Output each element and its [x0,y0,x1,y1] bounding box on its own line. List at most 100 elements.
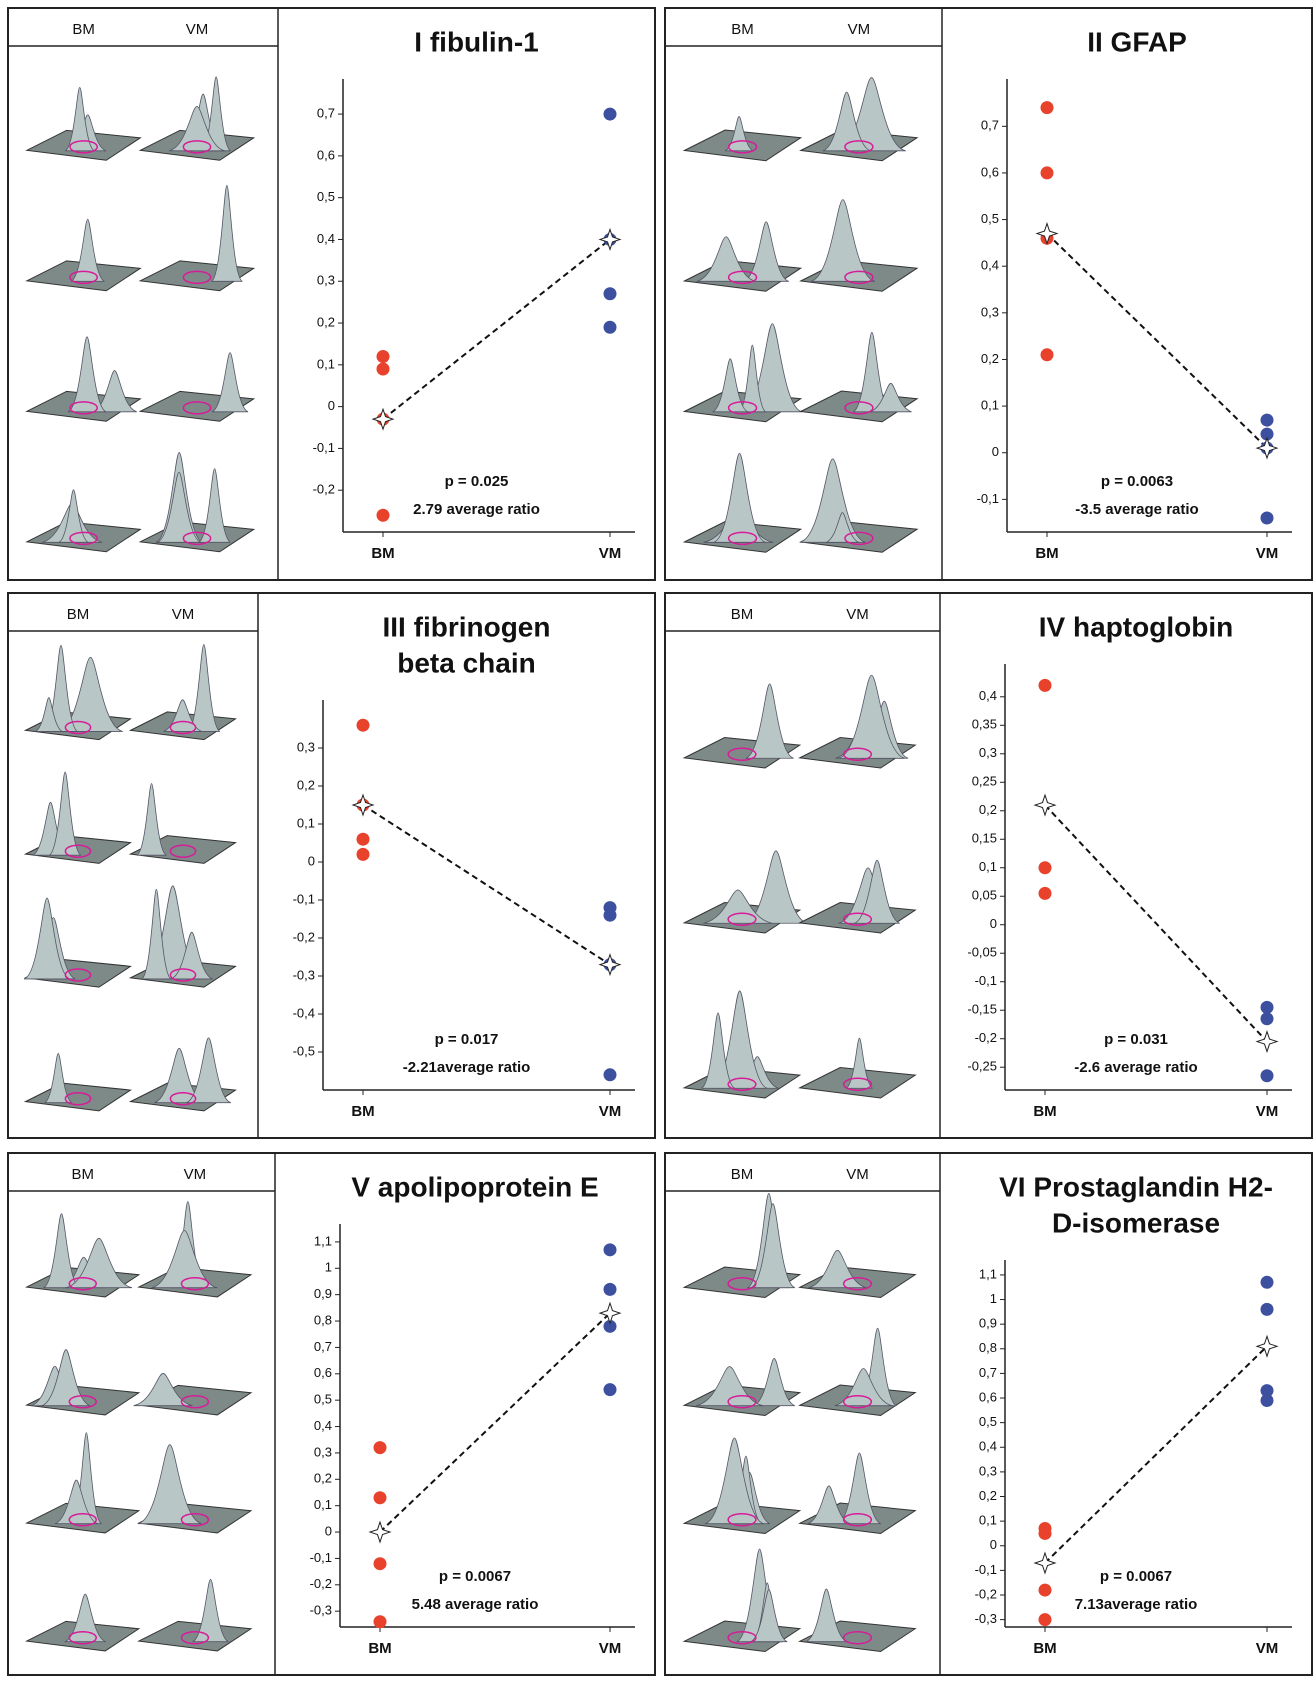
mean-marker [1255,436,1279,460]
y-tick-label: 0,3 [314,1444,332,1459]
spot-peak [41,1349,91,1407]
image-header: BM [731,606,754,623]
spot-peak [750,1203,796,1289]
y-tick-label: 0,2 [979,802,997,817]
y-tick-label: 0,2 [981,351,999,366]
spot-peak [869,382,912,413]
spot-image [138,452,256,553]
spot-outline [182,531,212,546]
y-tick-label: -0,1 [975,973,997,988]
data-point [603,320,617,334]
spot-image [799,458,919,553]
spot-outline [68,1276,97,1291]
spot-outline [727,531,758,546]
x-tick-label: BM [368,1640,391,1657]
mean-marker [598,953,622,977]
y-tick-label: 0,3 [981,304,999,319]
spot-outline [842,1394,873,1409]
spot-peak [211,185,243,282]
spot-base [23,1082,132,1112]
spot-peak [704,1437,764,1525]
image-header: BM [67,606,90,623]
spot-peak [44,1053,72,1104]
spot-image [138,76,256,161]
y-tick-label: -0,2 [975,1030,997,1045]
mean-line [1046,232,1268,449]
spot-peak [141,888,172,980]
y-tick-label: 0,05 [972,888,997,903]
spot-peak [136,783,167,856]
y-tick-label: -0,2 [310,1576,332,1591]
mean-marker [1255,1334,1279,1358]
spot-peak [826,512,859,543]
spot-outline [69,531,98,546]
data-point [603,287,617,301]
data-point [603,1319,617,1333]
y-tick-label: 0,8 [314,1312,332,1327]
y-tick-label: 0,5 [981,211,999,226]
y-tick-label: -0,1 [293,891,315,906]
y-tick-label: 0,9 [314,1286,332,1301]
y-tick-label: 0,5 [314,1392,332,1407]
spot-outline [68,1512,97,1527]
annotation: -2.6 average ratio [1074,1059,1197,1076]
x-tick-label: BM [371,545,394,562]
spot-image [24,1593,141,1652]
chart-title: beta chain [397,647,535,678]
data-point [603,908,617,922]
y-tick-label: 0,1 [314,1497,332,1512]
data-point [1260,1393,1274,1407]
annotation: p = 0.0067 [1100,1568,1172,1585]
spot-outline [727,912,757,926]
y-tick-label: 0,4 [981,258,999,273]
mean-line [382,238,611,420]
spot-outline [842,1512,873,1527]
spot-peak [186,1037,232,1104]
mean-line [379,1312,611,1533]
x-tick-label: VM [599,1640,622,1657]
spot-outline [842,1276,873,1291]
x-tick-label: BM [1033,1103,1056,1120]
data-point [376,508,390,522]
data-point [1260,413,1274,427]
mean-marker [1255,1029,1279,1054]
spot-peak [838,674,905,759]
y-tick-label: 0,7 [317,106,335,121]
spot-outline [842,1630,873,1645]
spot-peak [738,344,766,413]
data-point [1260,511,1274,525]
annotation: 5.48 average ratio [412,1596,539,1613]
spot-peak [70,218,105,282]
mean-marker [1033,793,1057,817]
spot-image [133,1373,253,1416]
chart-title: II GFAP [1087,26,1187,57]
panel-frame [664,1152,1313,1676]
spot-outline [68,1630,97,1645]
spot-outline [64,1091,92,1106]
spot-outline [727,270,758,285]
chart-title: I fibulin-1 [414,26,538,57]
spot-image [798,674,917,769]
spot-outline [727,1276,757,1291]
panel-frame [7,592,656,1139]
mean-marker [598,227,622,252]
spot-image [682,1192,802,1299]
spot-image [137,1578,253,1652]
y-tick-label: 0,3 [979,745,997,760]
y-tick-label: 1 [325,1260,332,1275]
x-tick-label: BM [1033,1640,1056,1657]
data-point [603,107,617,121]
y-tick-label: 0,2 [314,1471,332,1486]
spot-image [682,1357,802,1417]
spot-peak [753,1357,796,1407]
data-point [1260,427,1274,441]
panel-frame [664,592,1313,1139]
image-header: BM [731,1166,754,1183]
y-tick-label: -0,1 [313,440,335,455]
spot-peak [35,697,63,732]
y-tick-label: -0,5 [293,1043,315,1058]
y-tick-label: 0,6 [314,1365,332,1380]
spot-peak [58,489,89,543]
spot-image [798,1588,917,1653]
spot-image [682,1548,802,1653]
